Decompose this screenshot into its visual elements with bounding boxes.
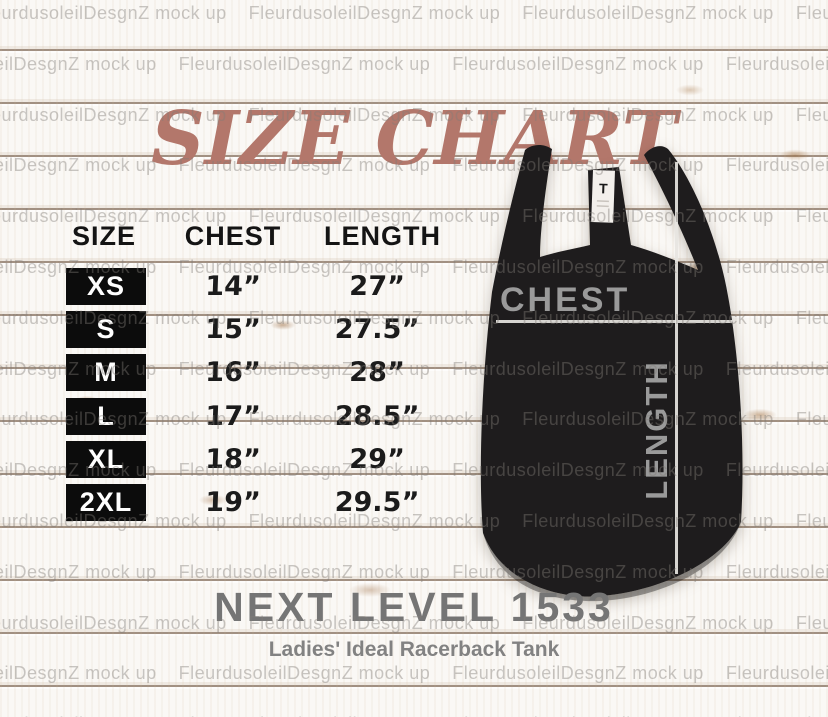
table-row: XL 18” 29” [0,441,450,479]
length-measure-line [675,162,678,574]
chest-measure-label: CHEST [500,281,631,319]
length-value: 27.5” [334,314,420,345]
table-row: M 16” 28” [0,354,450,392]
table-row: L 17” 28.5” [0,398,450,436]
size-badge: S [66,311,146,348]
length-value: 29” [348,444,406,475]
column-header-size: SIZE [71,221,136,251]
neck-tag-text-line [596,200,609,203]
chest-value: 16” [204,357,262,388]
size-badge: M [66,354,146,391]
chest-value: 14” [204,271,262,302]
neck-tag: T [591,170,615,223]
size-badge: L [66,398,146,435]
page-title: SIZE CHART [151,95,677,182]
length-measure-label: LENGTH [639,360,674,500]
product-name: NEXT LEVEL 1533 [214,584,614,630]
column-header-chest: CHEST [184,221,282,251]
tank-top-image: T [480,144,743,602]
size-badge: XL [66,441,146,478]
product-subtitle: Ladies' Ideal Racerback Tank [268,638,560,661]
chest-value: 15” [204,314,262,345]
chest-measure-line [496,320,732,323]
size-badge: XS [66,268,146,305]
chest-value: 19” [204,487,262,518]
length-value: 28” [348,357,406,388]
chest-value: 17” [204,401,262,432]
tank-hem-shading [483,522,741,602]
size-badge: 2XL [66,484,146,521]
neck-tag-logo: T [599,180,609,196]
table-row: S 15” 27.5” [0,311,450,349]
neck-tag-text-line [596,205,609,208]
column-header-length: LENGTH [324,221,441,251]
neck-tag-body [591,170,615,223]
length-value: 27” [348,271,406,302]
length-value: 29.5” [334,487,420,518]
length-value: 28.5” [334,401,420,432]
chest-value: 18” [204,444,262,475]
table-row: 2XL 19” 29.5” [0,484,450,522]
table-row: XS 14” 27” [0,268,450,306]
